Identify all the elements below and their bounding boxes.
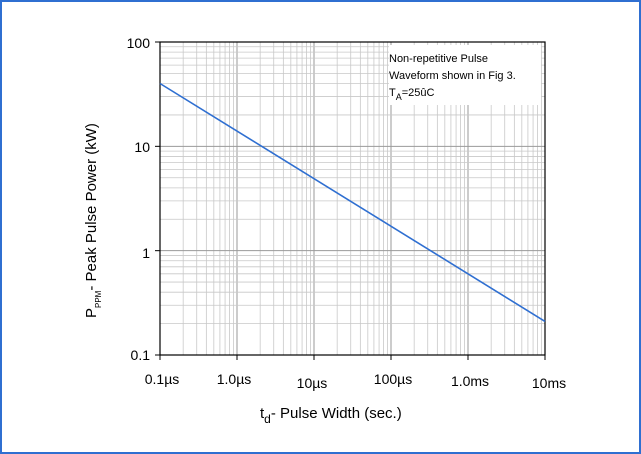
y-label-sub: PPM xyxy=(94,290,103,308)
x-tick-label: 10ms xyxy=(532,375,566,391)
y-axis-label: PPPM- Peak Pulse Power (kW) xyxy=(83,123,103,318)
y-tick-label: 1 xyxy=(142,245,150,261)
data-series xyxy=(159,82,546,323)
annotation-t: T xyxy=(389,87,396,99)
y-tick-label: 10 xyxy=(134,139,150,155)
y-tick-labels: 100 10 1 0.1 xyxy=(127,35,151,363)
y-label-rest: - Peak Pulse Power (kW) xyxy=(83,123,100,291)
annotation-sub-a: A xyxy=(396,92,402,102)
annotation-line-2: Waveform shown in Fig 3. xyxy=(389,70,516,82)
x-label-rest: - Pulse Width (sec.) xyxy=(271,405,402,422)
y-tick-label: 100 xyxy=(127,35,151,51)
y-label-p: P xyxy=(83,308,100,318)
x-tick-labels: 0.1µs 1.0µs 10µs 100µs 1.0ms 10ms xyxy=(145,371,566,391)
plot-border xyxy=(159,41,546,356)
x-tick-label: 1.0µs xyxy=(217,371,252,387)
annotation-temp: =25ûC xyxy=(402,87,435,99)
annotation-line-3: TA=25ûC xyxy=(389,87,435,102)
series-line xyxy=(159,82,546,323)
annotation-box xyxy=(389,45,541,105)
x-tick-label: 10µs xyxy=(297,375,328,391)
y-tick-label: 0.1 xyxy=(131,347,151,363)
x-tick-label: 0.1µs xyxy=(145,371,180,387)
annotation-line-1: Non-repetitive Pulse xyxy=(389,53,488,65)
x-tick-label: 1.0ms xyxy=(451,373,489,389)
x-label-t: t xyxy=(260,405,265,422)
x-axis-label: td- Pulse Width (sec.) xyxy=(260,405,402,426)
x-tick-label: 100µs xyxy=(374,371,412,387)
x-label-sub: d xyxy=(264,412,271,426)
